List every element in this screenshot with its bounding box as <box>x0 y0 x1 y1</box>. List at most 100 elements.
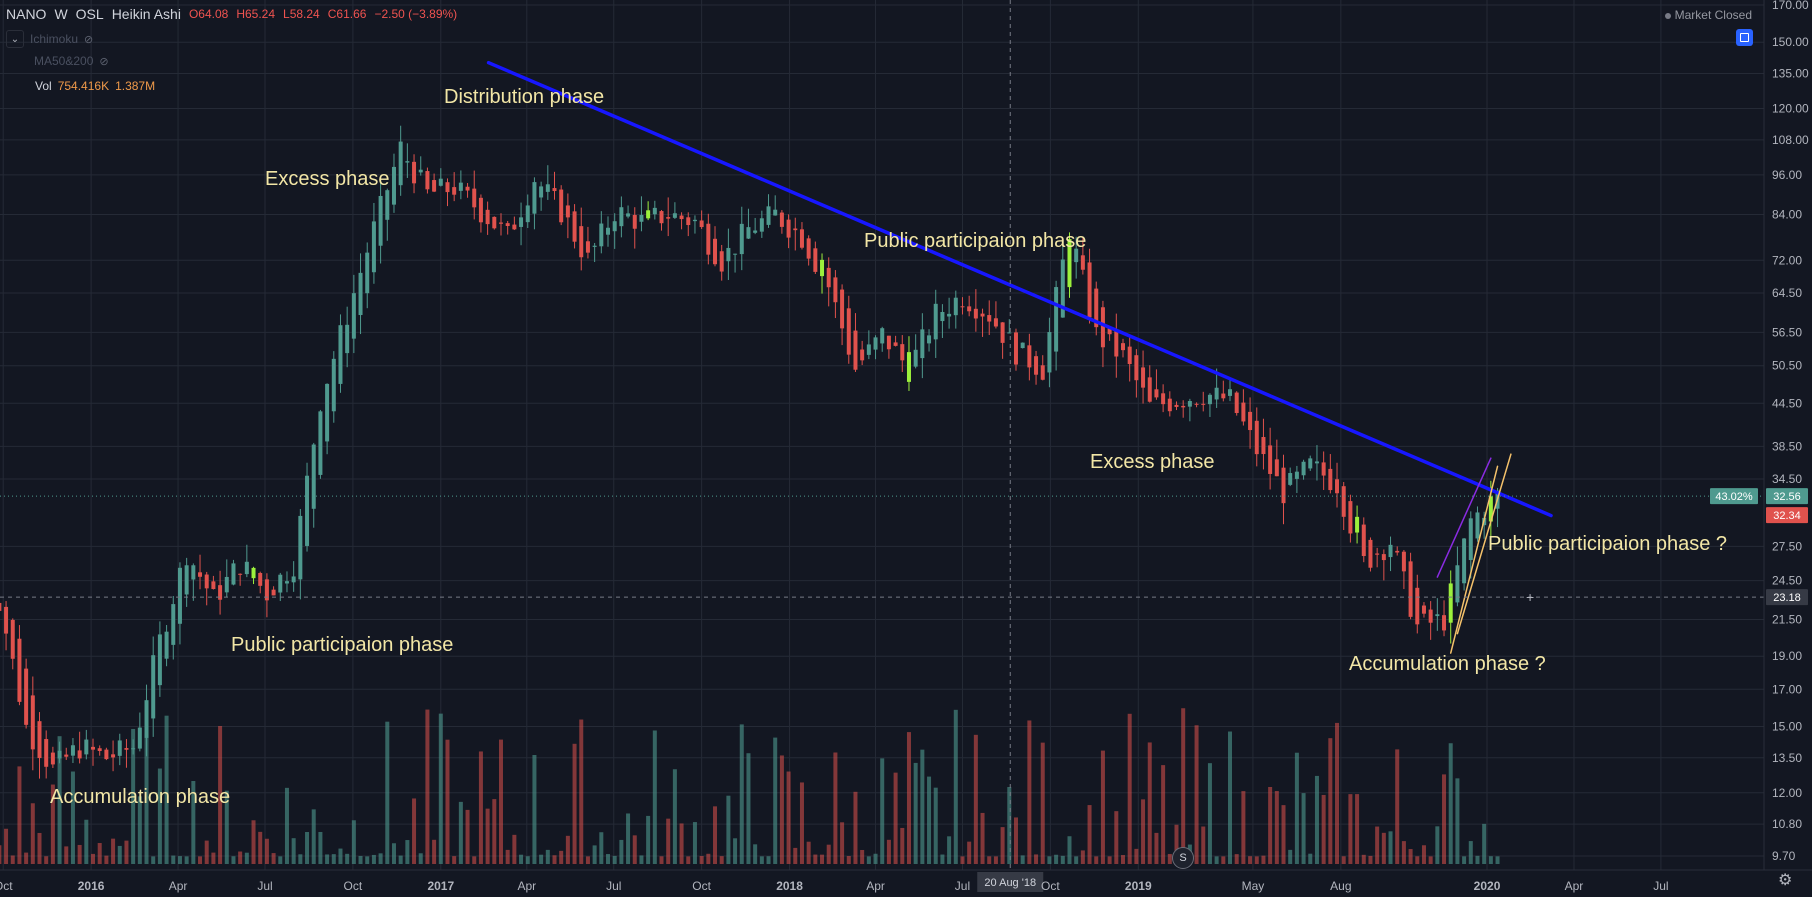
candle-body <box>1268 445 1273 474</box>
chart-style[interactable]: Heikin Ashi <box>111 6 181 22</box>
candle-body <box>860 349 865 361</box>
candle-body <box>144 700 149 738</box>
volume-bar <box>1248 856 1253 864</box>
auto-scale-button[interactable] <box>1736 29 1753 46</box>
price-label: 12.00 <box>1772 786 1802 800</box>
volume-bar <box>692 822 697 864</box>
candle-body <box>44 739 49 767</box>
candle-body <box>465 186 470 191</box>
downtrend-line <box>486 60 1553 518</box>
time-label: Jul <box>955 879 970 893</box>
volume-bar <box>1127 713 1132 864</box>
time-label: 2016 <box>78 879 105 893</box>
volume-bar <box>144 733 149 864</box>
volume-bar <box>191 780 196 864</box>
volume-bar <box>1020 855 1025 864</box>
indicator-ma[interactable]: MA50&200 ⊘ <box>34 54 109 68</box>
split-event-badge[interactable]: S <box>1172 847 1194 869</box>
volume-bar <box>345 853 350 864</box>
candle-body <box>251 567 256 579</box>
time-axis[interactable]: Oct 2016 Apr Jul Oct 2017 Apr Jul Oct 2018 Apr Jul O… <box>0 869 1812 893</box>
volume-bar <box>545 849 550 864</box>
volume-bar <box>1468 841 1473 864</box>
trendlines[interactable] <box>486 60 1553 654</box>
candle-body <box>1381 554 1386 561</box>
volume-bar <box>472 856 477 864</box>
volume-bar <box>1288 849 1293 864</box>
chevron-down-icon[interactable]: ⌄ <box>6 30 24 48</box>
volume-bar <box>1408 849 1413 864</box>
indicator-ichimoku[interactable]: ⌄ Ichimoku ⊘ <box>6 30 93 48</box>
candle-body <box>452 187 457 195</box>
candle-body <box>1248 411 1253 431</box>
volume-bar <box>1335 722 1340 864</box>
candle-body <box>525 205 530 223</box>
candle-body <box>64 754 69 757</box>
volume-bar <box>1421 845 1426 864</box>
volume-bar <box>10 855 15 864</box>
candle-body <box>478 197 483 223</box>
time-label: Jul <box>606 879 621 893</box>
volume-bar <box>1482 823 1487 864</box>
candle-body <box>57 750 62 759</box>
volume-bar <box>251 820 256 864</box>
volume-bar <box>947 836 952 864</box>
volume-bar <box>666 818 671 864</box>
chart-header: NANO W OSL Heikin Ashi O64.08 H65.24 L58… <box>6 6 457 22</box>
time-label: Jul <box>257 879 272 893</box>
volume-legend[interactable]: Vol 754.416K 1.387M <box>35 79 155 93</box>
volume-bar <box>1308 853 1313 864</box>
price-axis[interactable]: 170.00 150.00 135.00 120.00 108.00 96.00 84.00… <box>1710 0 1809 870</box>
candle-body <box>886 335 891 350</box>
candle-body <box>1060 259 1065 318</box>
candle-body <box>77 750 82 759</box>
volume-bar <box>177 856 182 864</box>
volume-bar <box>719 856 724 864</box>
volume-bar <box>1435 826 1440 864</box>
candle-body <box>432 180 437 192</box>
candle-body <box>719 251 724 272</box>
gear-icon[interactable]: ⚙ <box>1778 872 1793 889</box>
volume-bar <box>331 854 336 864</box>
price-label: 9.70 <box>1772 849 1796 863</box>
volume-bar <box>1442 774 1447 864</box>
candle-body <box>1308 458 1313 469</box>
candle-body <box>686 217 691 226</box>
volume-bar <box>498 739 503 864</box>
candle-body <box>1207 394 1212 405</box>
volume-bar <box>164 715 169 864</box>
volume-bar <box>980 812 985 864</box>
volume-bar <box>766 856 771 864</box>
candle-body <box>967 306 972 312</box>
annotations[interactable]: Distribution phase Excess phase Public par… <box>50 86 1727 808</box>
volume-bar <box>1013 817 1018 864</box>
interval[interactable]: W <box>54 6 68 22</box>
eye-off-icon[interactable]: ⊘ <box>99 55 109 68</box>
candle-body <box>1201 403 1206 405</box>
volume-bar <box>198 856 203 864</box>
volume-bar <box>358 855 363 864</box>
volume-label: Vol <box>35 79 52 93</box>
volume-bar <box>1388 831 1393 864</box>
candle-body <box>1321 462 1326 476</box>
symbol[interactable]: NANO <box>6 6 47 22</box>
volume-bar <box>1114 811 1119 864</box>
annotation-text: Public participaion phase <box>864 230 1086 252</box>
volume-bar <box>826 844 831 864</box>
candle-body <box>913 349 918 367</box>
candle-body <box>920 329 925 359</box>
volume-bar <box>1368 855 1373 864</box>
channel-3-line <box>1456 453 1512 635</box>
candle-body <box>806 238 811 259</box>
candle-body <box>866 344 871 355</box>
eye-off-icon[interactable]: ⊘ <box>84 33 94 46</box>
volume-bar <box>1455 778 1460 864</box>
volume-bar <box>906 732 911 864</box>
volume-bar <box>398 855 403 864</box>
volume-bar <box>579 719 584 864</box>
volume-bar <box>1462 856 1467 864</box>
volume-bar <box>1107 856 1112 864</box>
candle-body <box>398 141 403 186</box>
candle-body <box>238 573 243 575</box>
